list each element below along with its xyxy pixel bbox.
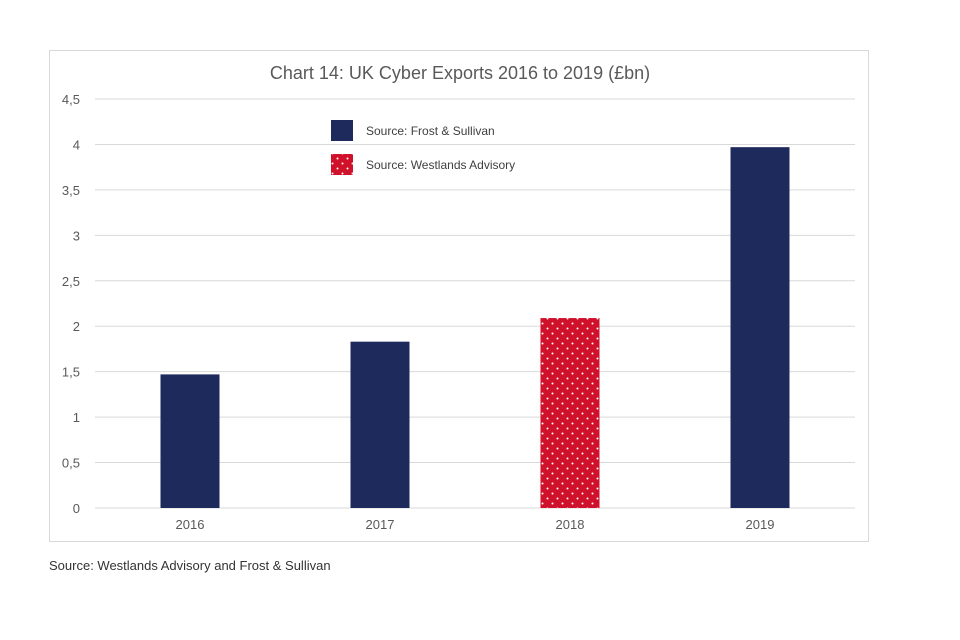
y-tick-label: 3,5 — [62, 183, 80, 198]
chart-title: Chart 14: UK Cyber Exports 2016 to 2019 … — [270, 63, 650, 83]
bar-chart: Chart 14: UK Cyber Exports 2016 to 2019 … — [62, 63, 855, 532]
legend: Source: Frost & Sullivan Source: Westland… — [331, 120, 515, 175]
x-tick-label: 2017 — [366, 517, 395, 532]
y-tick-label: 2,5 — [62, 274, 80, 289]
y-tick-label: 4,5 — [62, 92, 80, 107]
y-tick-label: 1 — [73, 410, 80, 425]
y-tick-label: 3 — [73, 228, 80, 243]
y-tick-label: 1,5 — [62, 365, 80, 380]
legend-swatch — [331, 154, 353, 175]
legend-label: Source: Westlands Advisory — [366, 158, 515, 172]
bar-2018 — [540, 318, 600, 508]
legend-swatch — [331, 120, 353, 141]
y-tick-label: 2 — [73, 319, 80, 334]
chart-frame: Chart 14: UK Cyber Exports 2016 to 2019 … — [49, 50, 869, 542]
x-tick-label: 2018 — [556, 517, 585, 532]
y-tick-label: 0 — [73, 501, 80, 516]
bar-2016 — [160, 374, 220, 508]
x-tick-label: 2019 — [746, 517, 775, 532]
x-tick-label: 2016 — [176, 517, 205, 532]
legend-label: Source: Frost & Sullivan — [366, 124, 495, 138]
bar-2019 — [730, 147, 790, 508]
y-tick-label: 4 — [73, 137, 80, 152]
source-footnote: Source: Westlands Advisory and Frost & S… — [49, 558, 331, 573]
bar-2017 — [350, 341, 410, 508]
y-tick-label: 0,5 — [62, 456, 80, 471]
